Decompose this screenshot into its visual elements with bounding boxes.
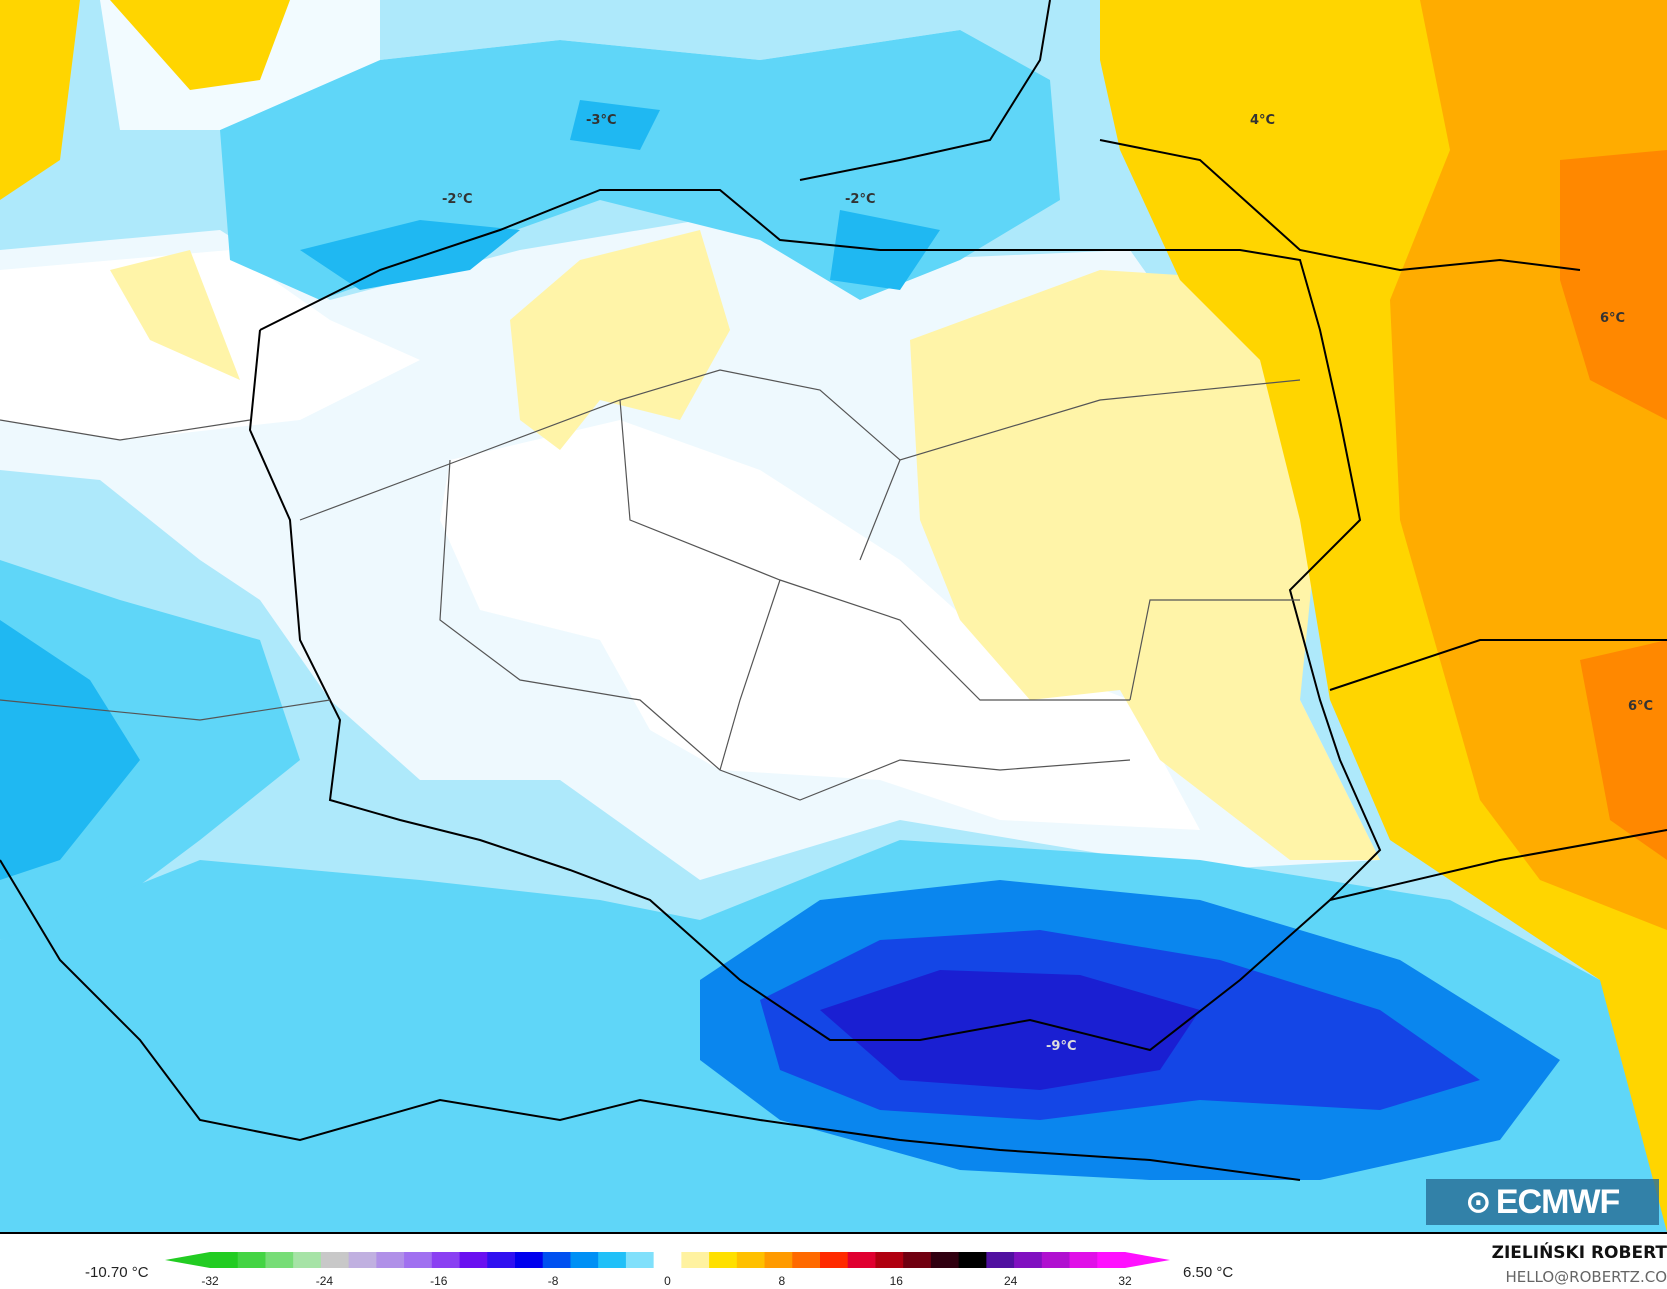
legend-tick-label: 16 bbox=[889, 1274, 903, 1288]
region-north-light bbox=[380, 0, 960, 60]
contour-label: -2°C bbox=[845, 192, 875, 207]
legend-swatch bbox=[820, 1252, 849, 1268]
legend-tick-label: -24 bbox=[315, 1274, 334, 1288]
legend-swatch bbox=[764, 1252, 793, 1268]
legend-arrow-max bbox=[1125, 1252, 1170, 1268]
country-borders bbox=[0, 0, 1667, 1181]
contour-label: -9°C bbox=[1046, 1039, 1076, 1054]
region-borders bbox=[0, 369, 1301, 801]
legend-arrow-min bbox=[165, 1252, 210, 1268]
region-pale-yellow bbox=[110, 230, 1380, 860]
author-email: HELLO@ROBERTZ.CO bbox=[1505, 1268, 1667, 1286]
region-west-cold bbox=[0, 560, 300, 940]
region-yellow-nw bbox=[0, 0, 290, 200]
legend-swatch bbox=[847, 1252, 876, 1268]
legend-swatch bbox=[265, 1252, 294, 1268]
contour-label: -2°C bbox=[442, 192, 472, 207]
region-dark-orange bbox=[1560, 150, 1667, 860]
legend-swatch bbox=[1014, 1252, 1043, 1268]
ecmwf-symbol-icon: ⊙ bbox=[1465, 1185, 1491, 1219]
legend-swatch bbox=[515, 1252, 544, 1268]
author-name: ZIELIŃSKI ROBERT bbox=[1491, 1243, 1667, 1263]
legend-swatch bbox=[986, 1252, 1015, 1268]
legend-swatch bbox=[653, 1252, 682, 1268]
legend-tick-label: 0 bbox=[664, 1274, 671, 1288]
legend-swatch bbox=[598, 1252, 627, 1268]
contour-label: 6°C bbox=[1628, 699, 1653, 714]
legend-tick-label: 8 bbox=[778, 1274, 786, 1288]
legend-tick-label: -8 bbox=[547, 1274, 559, 1288]
contour-labels: -3°C -2°C -2°C 4°C 6°C 6°C -9°C bbox=[442, 113, 1653, 1054]
legend-swatch bbox=[320, 1252, 350, 1268]
legend-swatch bbox=[903, 1252, 932, 1268]
legend-swatch bbox=[1069, 1252, 1098, 1268]
color-legend: -10.70 °C -32 -24 -16 -8 0 8 16 24 32 6.50 °C ZI… bbox=[0, 1232, 1667, 1289]
legend-swatch bbox=[792, 1252, 821, 1268]
legend-swatch bbox=[487, 1252, 516, 1268]
legend-swatch bbox=[459, 1252, 488, 1268]
legend-swatch bbox=[930, 1252, 960, 1268]
legend-max-value: 6.50 °C bbox=[1183, 1264, 1234, 1281]
legend-tick-label: 32 bbox=[1118, 1274, 1132, 1288]
legend-swatch bbox=[1041, 1252, 1071, 1268]
contour-label: -3°C bbox=[586, 113, 616, 128]
logo-text: ECMWF bbox=[1495, 1182, 1620, 1221]
legend-swatch bbox=[237, 1252, 266, 1268]
temperature-map: -3°C -2°C -2°C 4°C 6°C 6°C -9°C bbox=[0, 0, 1667, 1232]
contour-label: 4°C bbox=[1250, 113, 1275, 128]
legend-tick-label: 24 bbox=[1003, 1274, 1018, 1288]
region-carpathian-darkest bbox=[820, 970, 1200, 1090]
legend-swatch bbox=[348, 1252, 377, 1268]
legend-swatch bbox=[376, 1252, 405, 1268]
legend-colorbar bbox=[165, 1252, 1170, 1268]
legend-swatch bbox=[681, 1252, 710, 1268]
legend-swatch bbox=[736, 1252, 766, 1268]
legend-swatch bbox=[625, 1252, 655, 1268]
legend-swatch bbox=[875, 1252, 904, 1268]
legend-tick-label: -16 bbox=[430, 1274, 448, 1288]
ecmwf-logo: ⊙ ECMWF bbox=[1426, 1179, 1659, 1225]
legend-swatch bbox=[542, 1252, 571, 1268]
legend-swatch bbox=[958, 1252, 987, 1268]
legend-swatch bbox=[293, 1252, 322, 1268]
contour-label: 6°C bbox=[1600, 311, 1625, 326]
legend-swatch bbox=[431, 1252, 461, 1268]
legend-swatch bbox=[210, 1252, 239, 1268]
legend-swatch bbox=[570, 1252, 599, 1268]
legend-tick-label: -32 bbox=[201, 1274, 219, 1288]
legend-swatch bbox=[404, 1252, 433, 1268]
region-white bbox=[440, 420, 1200, 830]
legend-min-value: -10.70 °C bbox=[85, 1264, 149, 1281]
legend-swatch bbox=[1097, 1252, 1126, 1268]
legend-swatch bbox=[709, 1252, 738, 1268]
